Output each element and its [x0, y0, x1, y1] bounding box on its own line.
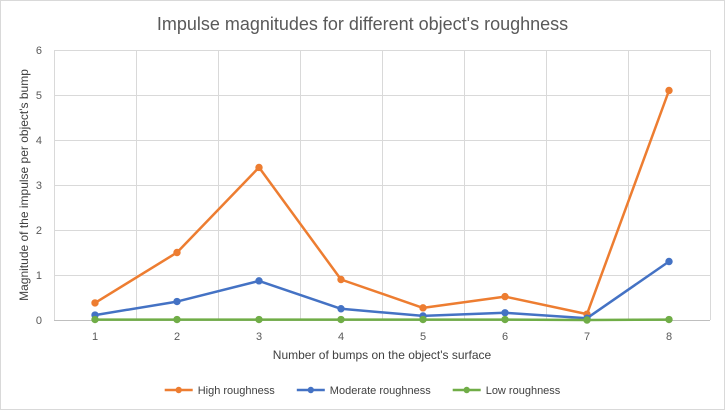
- legend-swatch-marker: [463, 386, 470, 394]
- x-tick-label: 1: [92, 331, 98, 343]
- y-tick-label: 1: [36, 270, 42, 282]
- data-point-moderate-roughness: [173, 297, 181, 306]
- data-point-high-roughness: [501, 292, 509, 301]
- x-tick-label: 6: [502, 331, 508, 343]
- x-tick-label: 4: [338, 331, 344, 343]
- data-point-low-roughness: [255, 315, 263, 324]
- series-low-roughness: [91, 315, 673, 324]
- data-point-high-roughness: [91, 299, 99, 307]
- data-point-high-roughness: [255, 163, 263, 172]
- series-high-roughness: [91, 86, 673, 318]
- data-point-low-roughness: [173, 315, 181, 324]
- grid: [54, 50, 711, 320]
- legend: High roughness Moderate roughness Low roug…: [164, 385, 561, 397]
- x-tick-label: 2: [174, 331, 180, 343]
- x-tick-label: 3: [256, 331, 262, 343]
- legend-swatch-marker: [307, 386, 314, 394]
- data-point-low-roughness: [665, 315, 673, 324]
- data-point-moderate-roughness: [501, 309, 509, 317]
- data-point-high-roughness: [665, 86, 673, 95]
- y-axis-title: Magnitude of the impulse per object's bu…: [17, 69, 31, 301]
- x-axis-title: Number of bumps on the object's surface: [273, 348, 492, 362]
- data-point-low-roughness: [419, 315, 427, 324]
- legend-swatch-marker: [175, 386, 182, 394]
- y-tick-label: 0: [36, 315, 42, 327]
- data-point-high-roughness: [173, 248, 181, 257]
- data-point-high-roughness: [337, 275, 345, 284]
- legend-label: High roughness: [198, 385, 276, 397]
- legend-label: Moderate roughness: [330, 385, 431, 397]
- data-point-low-roughness: [583, 316, 591, 324]
- data-point-moderate-roughness: [665, 257, 673, 266]
- y-tick-label: 5: [36, 90, 42, 102]
- series-line-high-roughness: [93, 89, 671, 316]
- y-tick-label: 4: [36, 135, 42, 147]
- x-tick-label: 8: [666, 331, 672, 343]
- legend-item-high-roughness: High roughness: [164, 385, 276, 397]
- x-tick-label: 7: [584, 331, 590, 343]
- data-point-moderate-roughness: [255, 277, 263, 285]
- legend-item-moderate-roughness: Moderate roughness: [296, 385, 431, 397]
- y-tick-label: 6: [36, 45, 42, 57]
- data-point-low-roughness: [337, 315, 345, 324]
- series-line-moderate-roughness: [93, 260, 671, 320]
- data-point-high-roughness: [419, 304, 427, 312]
- y-tick-label: 2: [36, 225, 42, 237]
- data-point-low-roughness: [91, 315, 99, 324]
- x-tick-label: 5: [420, 331, 426, 343]
- legend-item-low-roughness: Low roughness: [452, 385, 561, 397]
- y-tick-label: 3: [36, 180, 42, 192]
- data-point-low-roughness: [501, 315, 509, 324]
- legend-label: Low roughness: [486, 385, 561, 397]
- series-layer: [91, 86, 673, 324]
- data-point-moderate-roughness: [337, 305, 345, 313]
- chart-title: Impulse magnitudes for different object'…: [157, 14, 568, 34]
